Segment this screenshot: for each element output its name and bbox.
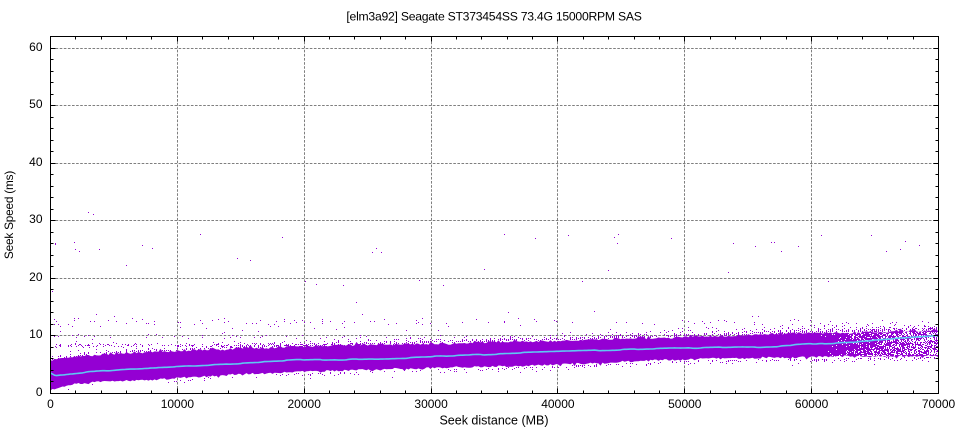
svg-text:40000: 40000 [541, 397, 575, 411]
svg-text:70000: 70000 [922, 397, 956, 411]
svg-text:30: 30 [29, 212, 43, 226]
svg-text:20: 20 [29, 270, 43, 284]
svg-text:Seek Speed (ms): Seek Speed (ms) [2, 171, 16, 259]
svg-text:10000: 10000 [161, 397, 195, 411]
svg-text:50: 50 [29, 97, 43, 111]
svg-text:20000: 20000 [288, 397, 322, 411]
svg-text:0: 0 [36, 385, 43, 399]
svg-text:[elm3a92] Seagate ST373454SS 7: [elm3a92] Seagate ST373454SS 73.4G 15000… [346, 10, 641, 24]
svg-text:40: 40 [29, 155, 43, 169]
svg-text:Seek distance (MB): Seek distance (MB) [439, 414, 548, 428]
svg-text:60000: 60000 [795, 397, 829, 411]
svg-text:0: 0 [47, 397, 54, 411]
svg-text:50000: 50000 [668, 397, 702, 411]
svg-text:60: 60 [29, 40, 43, 54]
svg-text:30000: 30000 [414, 397, 448, 411]
svg-text:10: 10 [29, 327, 43, 341]
